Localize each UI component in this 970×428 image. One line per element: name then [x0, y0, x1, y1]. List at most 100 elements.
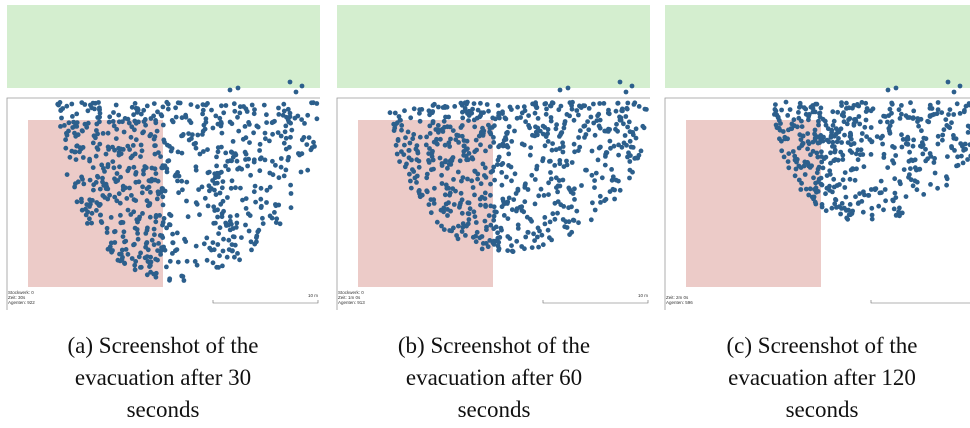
agent: [488, 126, 493, 131]
agent: [839, 103, 844, 108]
agent: [424, 135, 429, 140]
agent: [550, 211, 555, 216]
agent: [440, 163, 445, 168]
agent: [175, 231, 180, 236]
agent: [410, 167, 415, 172]
agent: [786, 127, 791, 132]
agent: [133, 267, 138, 272]
agent: [832, 150, 837, 155]
agent: [505, 130, 510, 135]
agent: [189, 102, 194, 107]
agent: [961, 161, 966, 166]
agent: [965, 157, 970, 162]
agent: [96, 147, 101, 152]
agent: [514, 209, 519, 214]
agent: [441, 105, 446, 110]
agent: [166, 102, 171, 107]
agent: [634, 126, 639, 131]
agent: [572, 197, 577, 202]
agent: [264, 112, 269, 117]
agent: [856, 104, 861, 109]
agent: [442, 119, 447, 124]
agent: [445, 213, 450, 218]
agent: [73, 181, 78, 186]
agent: [834, 126, 839, 131]
agent: [940, 138, 945, 143]
agent: [258, 157, 263, 162]
agent: [865, 108, 870, 113]
agent: [797, 164, 802, 169]
agent: [470, 107, 475, 112]
agent: [880, 142, 885, 147]
agent: [87, 204, 92, 209]
agent: [183, 113, 188, 118]
agent: [259, 204, 264, 209]
agent: [210, 178, 215, 183]
agent: [860, 131, 865, 136]
agent: [58, 108, 63, 113]
agent: [466, 221, 471, 226]
agent: [276, 112, 281, 117]
agent: [546, 192, 551, 197]
agent: [628, 153, 633, 158]
agent: [625, 101, 630, 106]
agent: [161, 203, 166, 208]
agent: [141, 129, 146, 134]
agent: [478, 203, 483, 208]
agent: [898, 181, 903, 186]
agent: [279, 165, 284, 170]
agent: [522, 199, 527, 204]
agent: [493, 117, 498, 122]
agent: [409, 186, 414, 191]
agent: [439, 224, 444, 229]
agent: [111, 110, 116, 115]
agent: [899, 132, 904, 137]
agent: [897, 107, 902, 112]
agent: [393, 111, 398, 116]
agent: [628, 139, 633, 144]
agent: [533, 202, 538, 207]
agent: [80, 208, 85, 213]
agent: [536, 116, 541, 121]
agent: [522, 104, 527, 109]
agent: [182, 237, 187, 242]
agent: [627, 176, 632, 181]
agent: [511, 249, 516, 254]
agent: [63, 137, 68, 142]
agent: [289, 205, 294, 210]
agent: [152, 232, 157, 237]
agent: [915, 180, 920, 185]
agent: [928, 106, 933, 111]
agent: [234, 225, 239, 230]
agent: [214, 192, 219, 197]
agent: [609, 167, 614, 172]
agent: [129, 193, 134, 198]
agent: [141, 168, 146, 173]
agent: [802, 164, 807, 169]
agent: [279, 134, 284, 139]
agent: [182, 278, 187, 283]
agent: [502, 202, 507, 207]
agent: [949, 144, 954, 149]
agent: [74, 112, 79, 117]
agent: [113, 229, 118, 234]
agent: [270, 216, 275, 221]
agent: [839, 140, 844, 145]
agent: [503, 135, 508, 140]
agent: [155, 129, 160, 134]
agent: [112, 148, 117, 153]
agent: [193, 141, 198, 146]
caption-line: evacuation after 120: [728, 365, 916, 390]
agent: [615, 129, 620, 134]
agent: [940, 133, 945, 138]
agent: [211, 126, 216, 131]
agent: [557, 146, 562, 151]
agent: [952, 90, 957, 95]
agent: [542, 215, 547, 220]
agent: [95, 115, 100, 120]
agent: [491, 218, 496, 223]
agent: [430, 154, 435, 159]
agent: [276, 106, 281, 111]
agent: [555, 190, 560, 195]
agent: [237, 111, 242, 116]
